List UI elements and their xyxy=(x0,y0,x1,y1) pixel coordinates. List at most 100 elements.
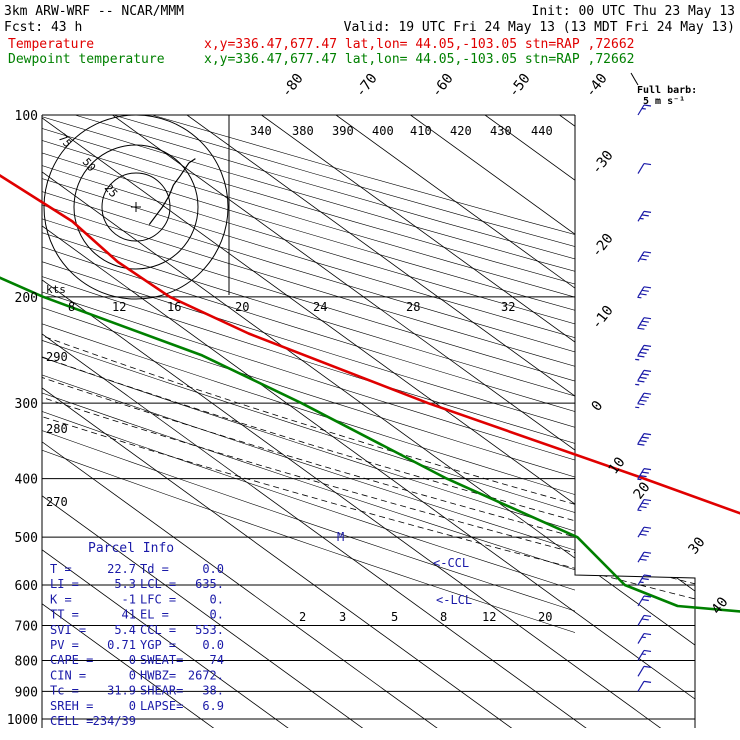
parcel-info-cell: 31.9 xyxy=(107,684,136,698)
moist-adiabat xyxy=(42,296,695,720)
parcel-info-cell: 38. xyxy=(202,684,224,698)
pressure-tick-label: 100 xyxy=(15,109,38,124)
mixing-ratio-label: 12 xyxy=(482,610,496,624)
parcel-info-cell: 0. xyxy=(210,608,224,622)
legend-dewpoint-name: Dewpoint temperature xyxy=(8,52,165,67)
isotherm-label: 40 xyxy=(709,594,732,617)
mixing-ratio-label: 16 xyxy=(167,300,181,314)
moist-adiabat xyxy=(42,296,695,720)
dry-adiabat xyxy=(42,291,575,461)
parcel-info-cell: Td = xyxy=(140,562,169,576)
wind-barb xyxy=(635,392,652,409)
parcel-info-cell: SVI = xyxy=(50,623,86,637)
mixing-ratio-label: 20 xyxy=(235,300,249,314)
parcel-info-cell: 0.71 xyxy=(107,638,136,652)
isotherm-label: -50 xyxy=(506,71,534,101)
moist-adiabats xyxy=(42,296,695,720)
theta-label: 380 xyxy=(292,124,314,138)
isotherm xyxy=(42,115,695,728)
dry-adiabat xyxy=(42,276,575,444)
wind-barb xyxy=(637,680,652,692)
isotherm xyxy=(42,115,368,728)
dry-adiabat xyxy=(42,307,575,478)
parcel-info-cell: CIN = xyxy=(50,668,86,682)
dry-adiabat xyxy=(42,430,575,612)
parcel-info-cell: -1 xyxy=(122,592,136,606)
lcl-marker: <-LCL xyxy=(436,593,472,607)
moist-adiabat xyxy=(42,296,695,720)
isotherm-label: 10 xyxy=(606,454,629,477)
hodograph-ring-label: 25 xyxy=(102,182,120,201)
isotherm xyxy=(42,115,443,728)
isobars xyxy=(42,114,695,720)
theta-label: 340 xyxy=(250,124,272,138)
parcel-info-cell: 0. xyxy=(210,592,224,606)
pressure-tick-label: 800 xyxy=(15,654,38,669)
parcel-info-title: Parcel Info xyxy=(88,541,174,556)
parcel-info-row: SVI = 5.4 CCL = 553. xyxy=(50,623,224,637)
isotherm-label: 30 xyxy=(686,534,709,557)
hodograph-trace xyxy=(148,158,196,225)
dry-adiabat xyxy=(42,340,575,513)
parcel-info-cell: SHEAR= xyxy=(140,684,183,698)
parcel-info-row: K = -1 LFC = 0. xyxy=(50,592,224,606)
plot-frame xyxy=(41,115,696,728)
model-title: 3km ARW-WRF -- NCAR/MMM xyxy=(4,4,184,19)
dry-adiabat xyxy=(42,357,575,532)
wind-barb xyxy=(637,526,652,538)
init-time: Init: 00 UTC Thu 23 May 13 xyxy=(532,4,736,19)
mixing-ratio-label: 28 xyxy=(406,300,420,314)
wind-barb xyxy=(637,468,652,481)
mixing-ratio-label: 20 xyxy=(538,610,552,624)
theta-label: 400 xyxy=(372,124,394,138)
wind-barb xyxy=(637,251,652,263)
parcel-info-cell: PV = xyxy=(50,638,79,652)
parcel-info-cell: CELL = xyxy=(50,714,93,728)
isotherm xyxy=(709,115,740,732)
isotherm xyxy=(42,115,666,728)
parcel-info-row: CAPE = 0 SWEAT= 74 xyxy=(50,653,224,667)
dry-adiabat xyxy=(42,411,575,591)
barb-legend-value: 5 m s⁻¹ xyxy=(643,96,685,107)
isotherm-label: -30 xyxy=(589,148,617,178)
dry-adiabat xyxy=(42,246,575,412)
theta-label: 420 xyxy=(450,124,472,138)
pressure-tick-label: 200 xyxy=(15,291,38,306)
isotherm-label: 0 xyxy=(589,398,607,414)
dewpoint-trace xyxy=(0,276,740,613)
pressure-tick-label: 600 xyxy=(15,579,38,594)
parcel-info-cell: SWEAT= xyxy=(140,653,183,667)
mixing-ratio-label: 8 xyxy=(68,300,75,314)
wind-barb xyxy=(637,574,652,586)
temperature-trace xyxy=(0,173,740,515)
barb-legend-title: Full barb: xyxy=(637,85,697,96)
dry-adiabats xyxy=(42,115,575,633)
isotherm xyxy=(261,115,695,728)
isotherm-label: 20 xyxy=(631,479,654,502)
ccl-marker: <-CCL xyxy=(433,556,469,570)
hodograph-unit: kts xyxy=(46,283,66,296)
parcel-info-cell: TT = xyxy=(50,608,79,622)
parcel-info-cell: 5.4 xyxy=(114,623,136,637)
dry-adiabat xyxy=(42,261,575,428)
parcel-info-row: T = 22.7 Td = 0.0 xyxy=(50,562,224,576)
parcel-info-cell: HWBZ= xyxy=(140,668,176,682)
parcel-info-panel: Parcel Info T = 22.7 Td = 0.0LI = 5.3 LCL = 63… xyxy=(50,541,224,728)
mixing-ratio-label: 5 xyxy=(391,610,398,624)
isotherm xyxy=(559,115,695,728)
parcel-info-row: SREH = 0 LAPSE= 6.9 xyxy=(50,699,224,713)
wind-barb xyxy=(637,665,652,677)
parcel-info-cell: LI = xyxy=(50,577,79,591)
wind-barb xyxy=(637,210,652,222)
diagram-grid xyxy=(41,114,740,732)
isotherm-label: -10 xyxy=(589,303,617,333)
isotherm xyxy=(410,115,695,728)
parcel-info-cell: 74 xyxy=(210,653,224,667)
isotherm xyxy=(42,115,695,728)
barb-legend: Full barb: 5 m s⁻¹ xyxy=(630,72,697,107)
forecast-hour: Fcst: 43 h xyxy=(4,20,82,35)
parcel-info-cell: K = xyxy=(50,592,72,606)
wind-barb xyxy=(637,162,652,174)
parcel-info-cell: 553. xyxy=(195,623,224,637)
isotherm xyxy=(335,115,695,728)
